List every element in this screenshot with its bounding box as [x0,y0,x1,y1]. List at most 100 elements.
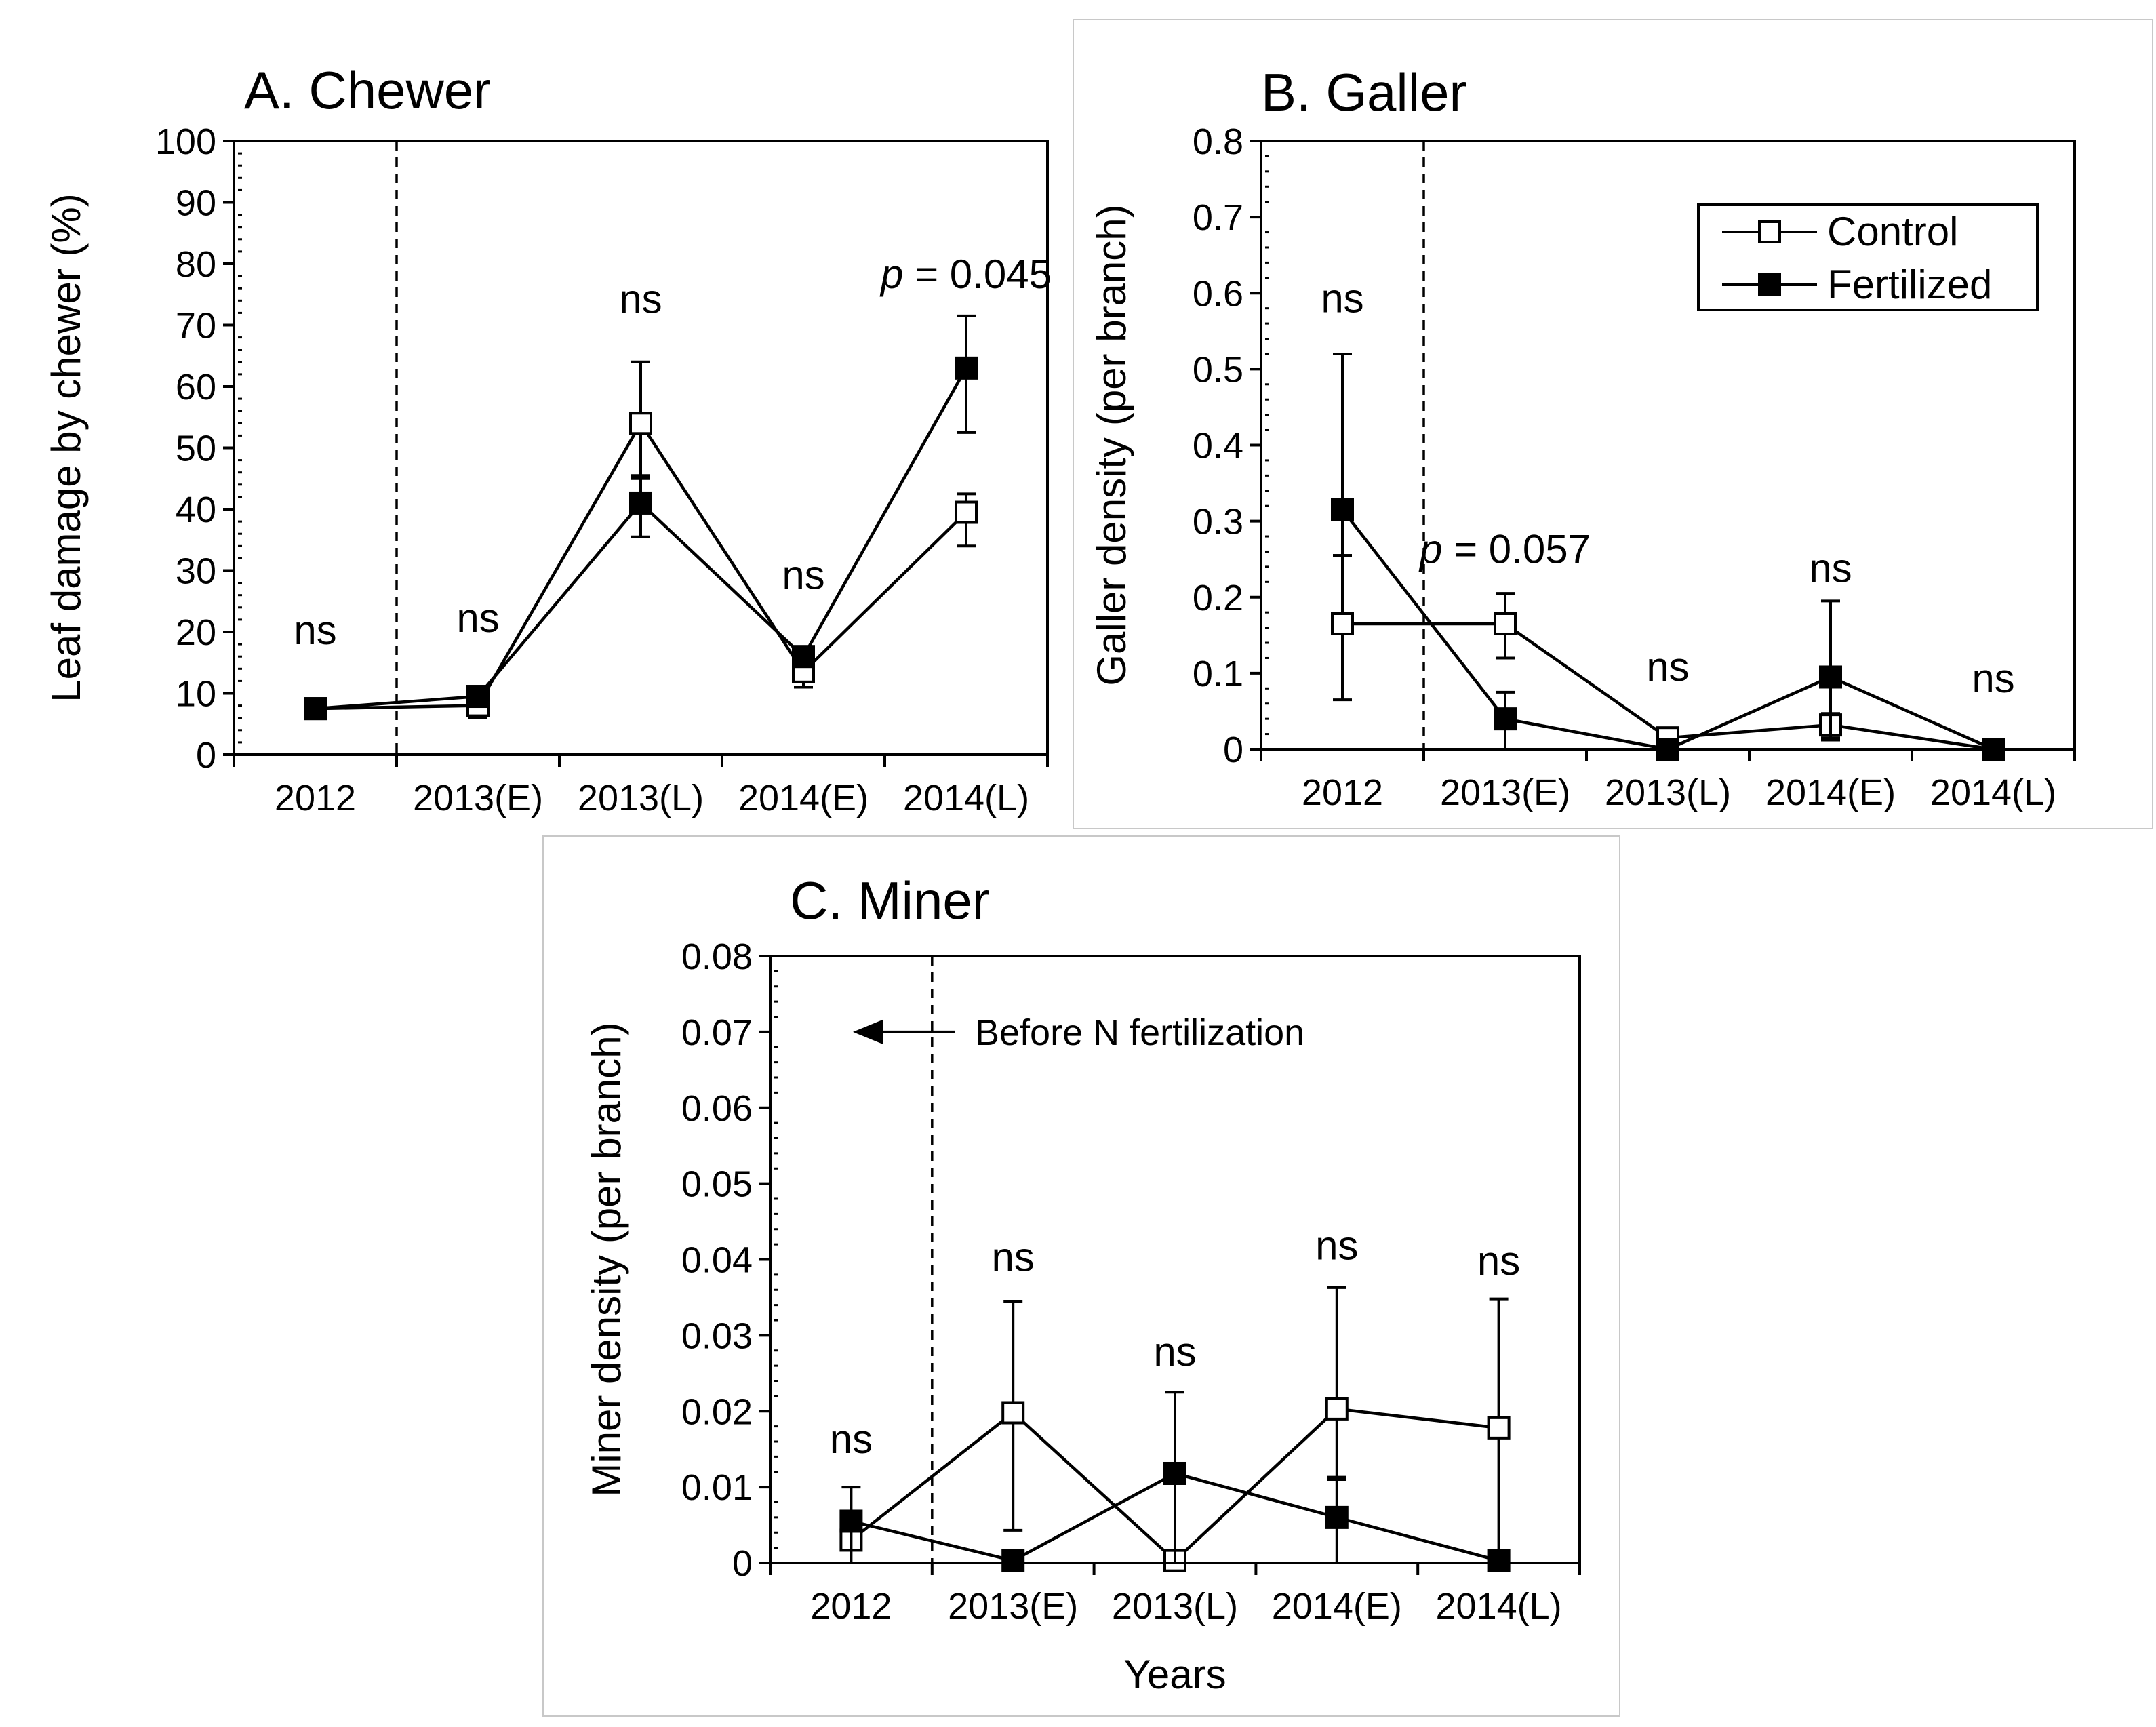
data-point-fertilized [955,356,978,380]
panel-frame-c [542,835,1620,1717]
x-axis-label: Years [1123,1652,1226,1697]
y-tick-label: 0.05 [681,1164,753,1205]
x-tick-label: 2014(E) [738,778,869,818]
y-tick-label: 0.1 [1193,654,1243,694]
y-tick-label: 0.08 [681,936,753,977]
y-tick-label: 0.04 [681,1240,753,1281]
significance-label: ns [619,276,662,321]
y-tick-label: 0.5 [1193,349,1243,390]
x-tick-label: 2013(L) [1112,1586,1238,1627]
left-arrow-icon [853,1019,883,1044]
data-point-control [955,500,978,524]
data-point-fertilized [1819,665,1842,689]
y-tick-label: 80 [176,244,216,285]
data-point-fertilized [1487,1549,1511,1572]
significance-label: ns [1809,545,1852,591]
y-axis-label: Galler density (per branch) [1089,204,1134,686]
y-tick-label: 0.7 [1193,197,1243,238]
x-tick-label: 2013(E) [413,778,543,818]
y-tick-label: 0.01 [681,1467,753,1508]
data-point-fertilized [1982,738,2005,761]
y-axis-label: Leaf damage by chewer (%) [43,193,89,702]
data-point-control [1331,612,1354,635]
significance-label: ns [1315,1223,1358,1269]
data-point-control [1494,612,1517,635]
data-point-fertilized [1001,1549,1025,1572]
significance-label: ns [456,595,499,641]
y-tick-label: 0.8 [1193,121,1243,162]
y-tick-label: 0.03 [681,1315,753,1356]
legend-marker [1758,273,1781,296]
y-tick-label: 0.3 [1193,502,1243,542]
data-point-fertilized [466,685,490,709]
data-point-fertilized [629,491,652,515]
chart-title: B. Galler [1261,62,1466,122]
y-tick-label: 0 [196,735,216,776]
y-tick-label: 50 [176,429,216,469]
x-tick-label: 2013(L) [578,778,704,818]
x-tick-label: 2014(L) [1930,772,2056,813]
legend-label: Fertilized [1827,262,1992,307]
x-tick-label: 2013(L) [1605,772,1731,813]
significance-label: ns [1972,656,2014,701]
x-tick-label: 2014(L) [1436,1586,1562,1627]
data-point-fertilized [839,1509,863,1533]
y-tick-label: 60 [176,367,216,408]
significance-label: ns [1321,275,1363,321]
panel-frame-b [1073,19,2153,829]
arrow-note-text: Before N fertilization [975,1012,1304,1053]
chart-title: C. Miner [790,871,990,930]
y-tick-label: 70 [176,306,216,346]
y-tick-label: 40 [176,490,216,530]
significance-label: ns [1646,644,1689,690]
chart-panel-c: C. Miner 0 0.01 0.02 0.03 0.04 0.05 0.06 0.07 0.0… [584,871,1581,1697]
significance-label: ns [830,1416,873,1462]
x-tick-label: 2013(E) [948,1586,1078,1627]
x-tick-label: 2013(E) [1440,772,1570,813]
y-tick-label: 10 [176,674,216,715]
significance-label: ns [992,1234,1035,1279]
y-tick-label: 0.06 [681,1088,753,1129]
significance-label: ns [294,608,336,653]
y-tick-label: 20 [176,612,216,653]
legend-box [1697,203,2039,311]
x-tick-label: 2012 [1302,772,1383,813]
y-tick-label: 0.6 [1193,273,1243,314]
data-point-control [1001,1401,1025,1425]
x-tick-label: 2012 [810,1586,892,1627]
data-point-fertilized [1325,1505,1349,1529]
y-tick-label: 0 [1223,730,1243,770]
chart-panel-a: A. Chewer 0 10 20 30 40 50 60 70 80 90 100 2012 2013(… [43,60,1052,818]
significance-label: ns [1153,1329,1196,1374]
y-tick-label: 90 [176,183,216,224]
y-tick-label: 100 [155,121,216,162]
legend-label: Control [1827,209,1958,254]
data-point-fertilized [792,645,815,669]
data-point-fertilized [1163,1461,1186,1485]
data-point-fertilized [304,697,327,721]
y-tick-label: 0.4 [1193,426,1243,467]
x-tick-label: 2014(E) [1765,772,1896,813]
x-tick-label: 2012 [275,778,356,818]
x-tick-label: 2014(E) [1272,1586,1402,1627]
data-point-fertilized [1331,498,1354,521]
x-tick-label: 2014(L) [903,778,1029,818]
significance-label: ns [782,553,824,598]
data-point-control [1487,1416,1511,1440]
y-tick-label: 0.2 [1193,578,1243,618]
y-tick-label: 0 [732,1543,753,1584]
data-point-fertilized [1494,707,1517,731]
y-axis-label: Miner density (per branch) [584,1022,629,1496]
data-point-control [1325,1397,1349,1421]
legend-marker [1758,220,1781,243]
chart-panel-b: B. Galler 0 0.1 0.2 0.3 0.4 0.5 0.6 0.7 0.8 2012 20… [1089,62,2076,813]
y-tick-label: 0.02 [681,1391,753,1432]
significance-label: p = 0.057 [1418,526,1591,572]
significance-label: ns [1477,1238,1520,1284]
chart-title: A. Chewer [244,60,491,120]
data-point-control [629,412,652,435]
y-tick-label: 30 [176,551,216,592]
y-tick-label: 0.07 [681,1012,753,1053]
significance-label: p = 0.045 [879,252,1052,297]
